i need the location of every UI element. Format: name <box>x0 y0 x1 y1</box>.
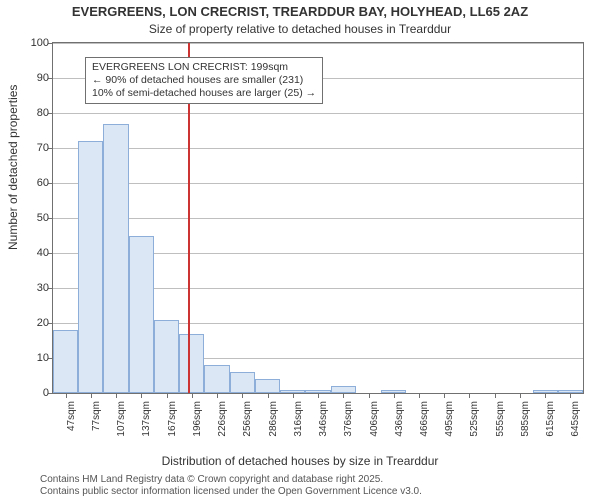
ytick-label: 90 <box>37 72 49 84</box>
xtick-label: 47sqm <box>66 401 77 441</box>
histogram-bar <box>129 236 154 394</box>
gridline <box>53 183 583 184</box>
xtick-label: 495sqm <box>444 401 455 441</box>
xtick-mark <box>419 393 420 398</box>
xtick-label: 226sqm <box>217 401 228 441</box>
gridline <box>53 218 583 219</box>
xtick-mark <box>293 393 294 398</box>
ytick-label: 0 <box>43 387 49 399</box>
xtick-mark <box>116 393 117 398</box>
histogram-bar <box>204 365 229 393</box>
xtick-label: 466sqm <box>419 401 430 441</box>
xtick-mark <box>369 393 370 398</box>
chart-title: EVERGREENS, LON CRECRIST, TREARDDUR BAY,… <box>0 4 600 19</box>
gridline <box>53 148 583 149</box>
ytick-label: 20 <box>37 317 49 329</box>
histogram-bar <box>103 124 128 394</box>
footer-attribution: Contains HM Land Registry data © Crown c… <box>40 474 422 498</box>
x-axis-label: Distribution of detached houses by size … <box>0 454 600 468</box>
xtick-label: 436sqm <box>394 401 405 441</box>
xtick-mark <box>495 393 496 398</box>
ytick-label: 60 <box>37 177 49 189</box>
annotation-line-1: EVERGREENS LON CRECRIST: 199sqm <box>92 61 316 74</box>
ytick-label: 100 <box>31 37 49 49</box>
xtick-mark <box>268 393 269 398</box>
histogram-bar <box>331 386 356 393</box>
xtick-mark <box>343 393 344 398</box>
footer-line-1: Contains HM Land Registry data © Crown c… <box>40 474 422 486</box>
ytick-label: 10 <box>37 352 49 364</box>
xtick-label: 406sqm <box>369 401 380 441</box>
xtick-label: 196sqm <box>192 401 203 441</box>
xtick-mark <box>318 393 319 398</box>
xtick-label: 107sqm <box>116 401 127 441</box>
footer-line-2: Contains public sector information licen… <box>40 486 422 498</box>
histogram-bar <box>78 141 103 393</box>
xtick-label: 585sqm <box>520 401 531 441</box>
ytick-label: 80 <box>37 107 49 119</box>
xtick-mark <box>520 393 521 398</box>
gridline <box>53 113 583 114</box>
ytick-label: 40 <box>37 247 49 259</box>
xtick-label: 256sqm <box>242 401 253 441</box>
chart-subtitle: Size of property relative to detached ho… <box>0 22 600 36</box>
histogram-bar <box>179 334 204 394</box>
xtick-label: 137sqm <box>141 401 152 441</box>
xtick-mark <box>394 393 395 398</box>
annotation-line-3: 10% of semi-detached houses are larger (… <box>92 87 316 100</box>
xtick-mark <box>469 393 470 398</box>
xtick-label: 316sqm <box>293 401 304 441</box>
histogram-bar <box>154 320 179 394</box>
xtick-label: 346sqm <box>318 401 329 441</box>
xtick-mark <box>167 393 168 398</box>
xtick-mark <box>192 393 193 398</box>
xtick-mark <box>217 393 218 398</box>
xtick-mark <box>545 393 546 398</box>
xtick-label: 555sqm <box>495 401 506 441</box>
y-axis-label: Number of detached properties <box>6 85 20 250</box>
ytick-label: 30 <box>37 282 49 294</box>
xtick-label: 525sqm <box>469 401 480 441</box>
xtick-mark <box>66 393 67 398</box>
histogram-bar <box>53 330 78 393</box>
xtick-mark <box>242 393 243 398</box>
gridline <box>53 43 583 44</box>
xtick-label: 376sqm <box>343 401 354 441</box>
xtick-label: 615sqm <box>545 401 556 441</box>
plot-area: 010203040506070809010047sqm77sqm107sqm13… <box>52 42 584 394</box>
histogram-bar <box>230 372 255 393</box>
xtick-mark <box>570 393 571 398</box>
xtick-label: 286sqm <box>268 401 279 441</box>
xtick-label: 77sqm <box>91 401 102 441</box>
xtick-mark <box>444 393 445 398</box>
annotation-line-2: ← 90% of detached houses are smaller (23… <box>92 74 316 87</box>
xtick-mark <box>141 393 142 398</box>
xtick-label: 645sqm <box>570 401 581 441</box>
xtick-label: 167sqm <box>167 401 178 441</box>
annotation-box: EVERGREENS LON CRECRIST: 199sqm← 90% of … <box>85 57 323 104</box>
xtick-mark <box>91 393 92 398</box>
ytick-label: 70 <box>37 142 49 154</box>
histogram-bar <box>255 379 280 393</box>
ytick-label: 50 <box>37 212 49 224</box>
